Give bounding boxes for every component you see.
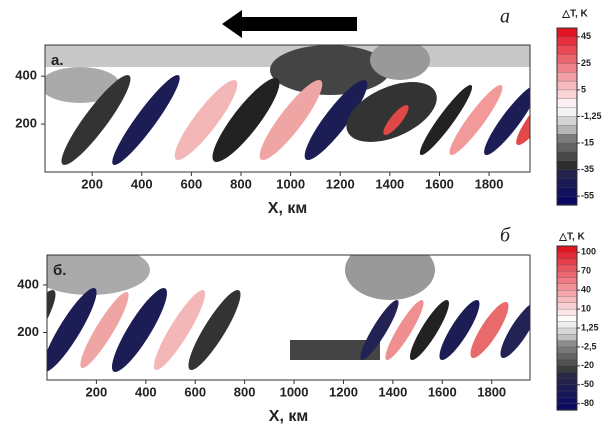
colorbar-swatch: [557, 303, 577, 310]
colorbar-swatch: [557, 196, 577, 205]
colorbar-title: △T, K: [558, 232, 585, 243]
colorbar-swatch: [557, 284, 577, 291]
colorbar-swatch: [557, 81, 577, 90]
colorbar-swatch: [557, 360, 577, 367]
colorbar-swatch: [557, 63, 577, 72]
colorbar-swatch: [557, 259, 577, 266]
x-tick-label: 200: [81, 176, 103, 191]
colorbar-swatch: [557, 372, 577, 379]
x-tick-label: 1000: [280, 384, 309, 399]
figure-label: б: [500, 225, 511, 247]
colorbar-swatch: [557, 271, 577, 278]
y-tick-label: 400: [17, 276, 39, 291]
y-tick-label: 200: [17, 324, 39, 339]
colorbar-swatch: [557, 108, 577, 117]
x-tick-label: 600: [181, 176, 203, 191]
contour-field-a: [40, 40, 607, 172]
colorbar-swatch: [557, 90, 577, 99]
colorbar-swatch: [557, 353, 577, 360]
x-tick-label: 400: [131, 176, 153, 191]
x-tick-label: 1000: [276, 176, 305, 191]
colorbar-swatch: [557, 278, 577, 285]
colorbar-swatch: [557, 143, 577, 152]
colorbar-swatch: [557, 265, 577, 272]
colorbar-tick-label: -35: [581, 164, 594, 174]
x-axis-label: X, км: [268, 200, 307, 217]
colorbar-tick-label: 25: [581, 58, 591, 68]
colorbar-swatch: [557, 99, 577, 108]
colorbar-swatch: [557, 315, 577, 322]
direction-arrow: [222, 10, 357, 38]
colorbar-tick-label: 10: [581, 303, 591, 313]
x-tick-label: 1600: [428, 384, 457, 399]
colorbar-tick-label: -15: [581, 137, 594, 147]
colorbar-swatch: [557, 134, 577, 143]
colorbar-swatch: [557, 296, 577, 303]
x-tick-label: 1400: [375, 176, 404, 191]
colorbar-tick-label: -50: [581, 379, 594, 389]
colorbar-swatch: [557, 72, 577, 81]
x-tick-label: 200: [86, 384, 108, 399]
colorbar-swatch: [557, 55, 577, 64]
colorbar-swatch: [557, 117, 577, 126]
y-tick-label: 400: [15, 68, 37, 83]
colorbar-swatch: [557, 334, 577, 341]
colorbar-tick-label: 45: [581, 31, 591, 41]
colorbar-swatch: [557, 290, 577, 297]
colorbar-tick-label: 5: [581, 84, 586, 94]
colorbar-swatch: [557, 178, 577, 187]
colorbar-swatch: [557, 252, 577, 259]
colorbar-tick-label: 40: [581, 285, 591, 295]
colorbar-swatch: [557, 322, 577, 329]
figure: а. а 200 400 600 800 1000 1200 1400 1600 1800 200 40…: [0, 0, 611, 430]
colorbar-swatch: [557, 391, 577, 398]
colorbar-tick-label: -2,5: [581, 341, 597, 351]
colorbar-swatch: [557, 37, 577, 46]
colorbar-swatch: [557, 341, 577, 348]
x-tick-label: 1200: [326, 176, 355, 191]
colorbar-swatch: [557, 187, 577, 196]
contour-field-b: [0, 240, 554, 380]
colorbar-swatch: [557, 161, 577, 170]
colorbar-title: △T, K: [561, 9, 588, 20]
x-tick-label: 1800: [475, 176, 504, 191]
x-tick-label: 1800: [477, 384, 506, 399]
x-tick-label: 600: [184, 384, 206, 399]
y-tick-label: 200: [15, 116, 37, 131]
x-tick-label: 800: [230, 176, 252, 191]
colorbar-tick-label: 70: [581, 266, 591, 276]
colorbar-swatch: [557, 397, 577, 404]
figure-label: а: [500, 6, 510, 28]
x-axis-label: X, км: [269, 408, 308, 425]
x-tick-label: 800: [234, 384, 256, 399]
colorbar-swatch: [557, 385, 577, 392]
colorbar-swatch: [557, 378, 577, 385]
colorbar-swatch: [557, 309, 577, 316]
colorbar-swatch: [557, 28, 577, 37]
colorbar-swatch: [557, 246, 577, 253]
colorbar-swatch: [557, 46, 577, 55]
colorbar-swatch: [557, 347, 577, 354]
colorbar-tick-label: 100: [581, 247, 596, 257]
colorbar-swatch: [557, 170, 577, 179]
colorbar-tick-label: -1,25: [581, 111, 602, 121]
colorbar-tick-label: 1,25: [581, 322, 599, 332]
colorbar-swatch: [557, 152, 577, 161]
colorbar-tick-label: -20: [581, 360, 594, 370]
colorbar-swatch: [557, 404, 577, 411]
x-tick-label: 400: [135, 384, 157, 399]
colorbar-swatch: [557, 125, 577, 134]
x-tick-label: 1200: [329, 384, 358, 399]
panel-label: а.: [51, 52, 64, 69]
colorbar-tick-label: -80: [581, 398, 594, 408]
x-tick-label: 1400: [378, 384, 407, 399]
colorbar-swatch: [557, 328, 577, 335]
colorbar-tick-label: -55: [581, 191, 594, 201]
panel-label: б.: [53, 262, 66, 279]
colorbar-swatch: [557, 366, 577, 373]
x-tick-label: 1600: [425, 176, 454, 191]
